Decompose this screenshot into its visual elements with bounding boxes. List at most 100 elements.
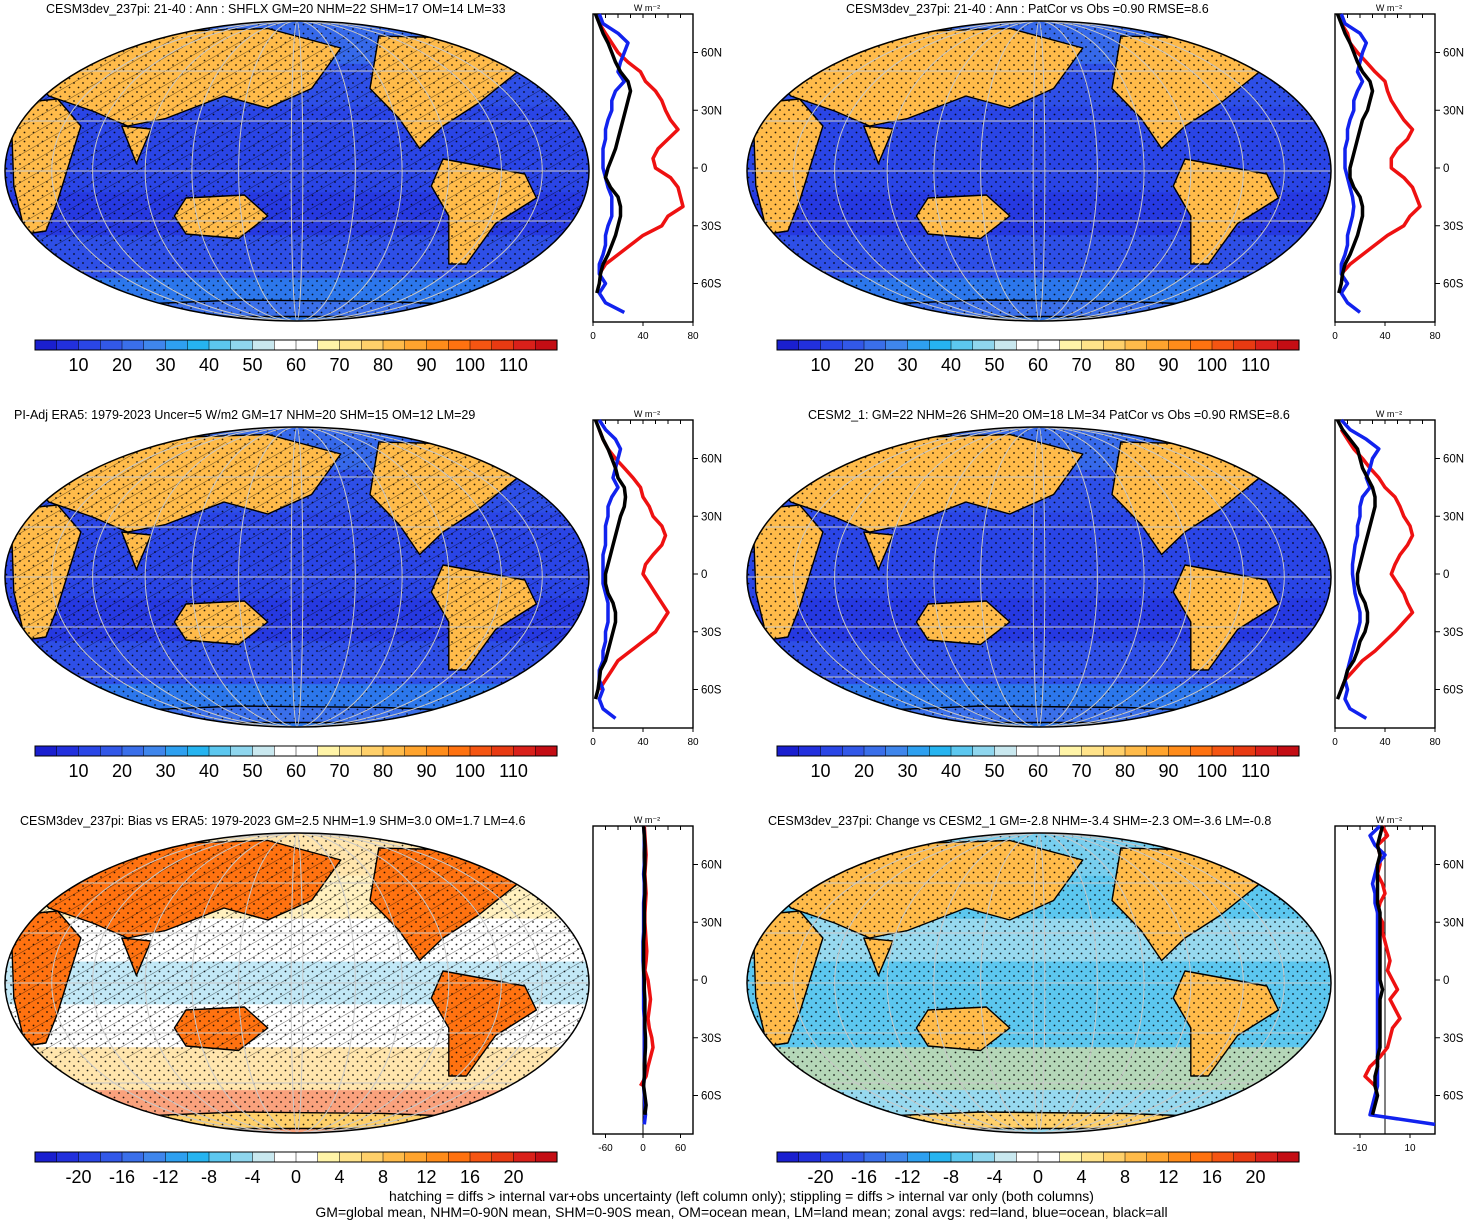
colorbar-swatch [426, 745, 449, 757]
colorbar-swatch [907, 339, 930, 351]
colorbar-swatch [863, 745, 887, 757]
colorbar-swatch [252, 1151, 275, 1163]
x-tick-label: -60 [598, 1143, 613, 1154]
colorbar-swatch [1190, 1151, 1213, 1163]
colorbar-label: -16 [851, 1167, 877, 1187]
colorbar-frame [34, 339, 558, 351]
colorbar-swatch [1103, 339, 1126, 351]
colorbar-swatch [491, 1151, 515, 1163]
colorbar-swatch [776, 745, 800, 757]
colorbar-label: 20 [854, 355, 874, 375]
colorbar-swatch [1190, 745, 1213, 757]
colorbar-swatch [513, 1151, 536, 1163]
lat-tick-label: 0 [1443, 569, 1449, 581]
zonal-units-label: W m⁻² [1376, 815, 1402, 825]
colorbar-swatch [56, 745, 80, 757]
meridian-line [980, 21, 1098, 321]
colorbar-swatch [143, 339, 167, 351]
x-tick-label: 10 [1404, 1143, 1416, 1154]
x-tick-label: 0 [1332, 331, 1338, 342]
colorbar-label: 4 [1076, 1167, 1086, 1187]
colorbar-label: 30 [897, 761, 917, 781]
panel-title: CESM3dev_237pi: 21-40 : Ann : PatCor vs … [846, 2, 1209, 16]
colorbar-swatch [1255, 745, 1278, 757]
colorbar-swatch [929, 745, 952, 757]
lat-tick-label: 30S [701, 1033, 722, 1045]
colorbar-swatch [317, 1151, 341, 1163]
colorbar-label: 12 [416, 1167, 436, 1187]
colorbar-swatch [121, 339, 145, 351]
x-tick-label: 40 [637, 737, 649, 748]
map-border [4, 426, 590, 728]
colorbar-swatch [950, 339, 974, 351]
colorbar-swatch [382, 339, 406, 351]
lat-tick-label: 30S [1443, 1033, 1464, 1045]
meridian-line [1032, 427, 1046, 727]
colorbar-swatch [448, 745, 471, 757]
colorbar-swatch [491, 745, 515, 757]
figure-caption: hatching = diffs > internal var+obs unce… [0, 1188, 1483, 1220]
colorbar: -20 -16 -12 -8 -4 0 4 8 12 16 20 [776, 1151, 1300, 1187]
zonal-line-all [1370, 825, 1385, 1116]
world-map [4, 20, 590, 322]
colorbar-swatch [339, 1151, 362, 1163]
colorbar-label: 110 [499, 355, 528, 375]
world-map [746, 20, 1332, 322]
world-map [4, 832, 590, 1134]
colorbar-label: 70 [329, 761, 349, 781]
colorbar-swatch [1081, 745, 1104, 757]
colorbar-swatch [274, 339, 297, 351]
colorbar-swatch [1211, 745, 1235, 757]
colorbar-swatch [1190, 339, 1213, 351]
meridian-line [980, 833, 1098, 1133]
meridian-line [793, 21, 1285, 321]
zonal-line-land [597, 22, 685, 275]
map-border [4, 20, 590, 322]
world-map [746, 426, 1332, 728]
colorbar-swatch [100, 1151, 123, 1163]
colorbar-label: 20 [112, 355, 132, 375]
colorbar-swatch [1146, 339, 1170, 351]
colorbar-swatch [1168, 339, 1191, 351]
colorbar-label: 40 [199, 355, 219, 375]
colorbar-swatch [842, 1151, 865, 1163]
colorbar-swatch [317, 745, 341, 757]
zonal-units-label: W m⁻² [634, 3, 660, 13]
colorbar-label: 16 [1202, 1167, 1222, 1187]
colorbar-swatch [1124, 339, 1148, 351]
colorbar-label: 100 [1197, 355, 1227, 375]
colorbar-swatch [187, 745, 210, 757]
colorbar-swatch [994, 1151, 1017, 1163]
zonal-line-all [593, 419, 628, 700]
colorbar-swatch [361, 1151, 384, 1163]
colorbar-swatch [252, 745, 275, 757]
colorbar-swatch [404, 745, 428, 757]
colorbar-label: 20 [854, 761, 874, 781]
colorbar-swatch [295, 339, 319, 351]
meridian-line [793, 427, 1285, 727]
colorbar-swatch [820, 339, 843, 351]
colorbar-swatch [1168, 745, 1191, 757]
lat-tick-label: 60N [1443, 48, 1464, 60]
colorbar-swatch [820, 745, 843, 757]
colorbar-label: 70 [329, 355, 349, 375]
colorbar-label: 90 [416, 761, 436, 781]
colorbar-swatch [842, 745, 865, 757]
colorbar-swatch [1255, 1151, 1278, 1163]
lat-tick-label: 0 [1443, 163, 1449, 175]
lat-tick-label: 30N [1443, 511, 1464, 523]
colorbar-swatch [56, 1151, 80, 1163]
world-map [4, 426, 590, 728]
panel-title: CESM3dev_237pi: Change vs CESM2_1 GM=-2.… [768, 814, 1272, 828]
colorbar-label: 16 [460, 1167, 480, 1187]
lat-tick-label: 30S [1443, 221, 1464, 233]
map-border [746, 20, 1332, 322]
colorbar: 10 20 30 40 50 60 70 80 90 100 110 [34, 745, 558, 781]
colorbar-swatch [208, 745, 232, 757]
meridian-line [191, 21, 403, 321]
panel-title: PI-Adj ERA5: 1979-2023 Uncer=5 W/m2 GM=1… [14, 408, 476, 422]
map-border [746, 426, 1332, 728]
zonal-units-label: W m⁻² [1376, 3, 1402, 13]
map-border [4, 832, 590, 1134]
colorbar-swatch [100, 339, 123, 351]
